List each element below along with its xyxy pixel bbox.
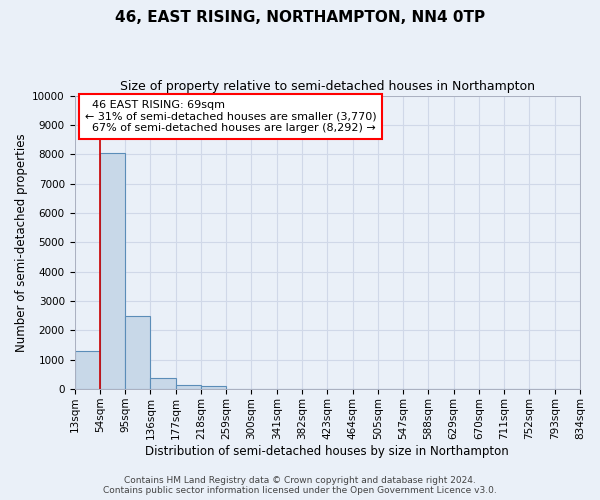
X-axis label: Distribution of semi-detached houses by size in Northampton: Distribution of semi-detached houses by … — [145, 444, 509, 458]
Bar — [125, 316, 151, 389]
Text: Contains HM Land Registry data © Crown copyright and database right 2024.
Contai: Contains HM Land Registry data © Crown c… — [103, 476, 497, 495]
Title: Size of property relative to semi-detached houses in Northampton: Size of property relative to semi-detach… — [120, 80, 535, 93]
Bar — [201, 386, 226, 389]
Text: 46, EAST RISING, NORTHAMPTON, NN4 0TP: 46, EAST RISING, NORTHAMPTON, NN4 0TP — [115, 10, 485, 25]
Y-axis label: Number of semi-detached properties: Number of semi-detached properties — [15, 133, 28, 352]
Bar — [151, 378, 176, 389]
Bar — [74, 351, 100, 389]
Bar — [100, 153, 125, 389]
Bar — [176, 384, 201, 389]
Text: 46 EAST RISING: 69sqm
← 31% of semi-detached houses are smaller (3,770)
  67% of: 46 EAST RISING: 69sqm ← 31% of semi-deta… — [85, 100, 376, 133]
